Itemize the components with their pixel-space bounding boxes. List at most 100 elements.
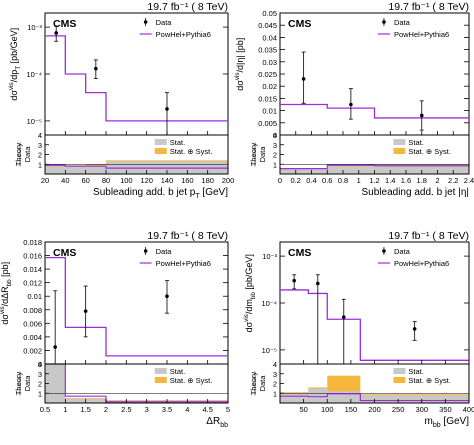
y-tick-label: 0.045	[258, 21, 277, 30]
x-tick-label: 1.5	[80, 405, 90, 414]
y-tick-label: 0.006	[23, 319, 42, 328]
label-part: vis	[8, 82, 15, 90]
label-part: bb	[250, 292, 257, 300]
data-point	[349, 102, 353, 107]
label-part: bb	[6, 279, 13, 287]
ratio-denominator: Data	[23, 375, 32, 392]
ratio-y-tick-label: 2	[38, 151, 42, 160]
y-tick-label: 0.035	[258, 46, 277, 55]
x-axis-label: Subleading add. b jet |η|	[362, 187, 470, 198]
label-part: dσ	[244, 321, 254, 332]
ratio-stat-band	[65, 165, 86, 174]
label-part: Subleading add. b jet p	[93, 187, 196, 198]
y-tick-label: 0	[273, 131, 277, 140]
ratio-y-tick-label: 4	[273, 131, 277, 140]
x-tick-label: 180	[201, 176, 214, 185]
ratio-denominator: Data	[258, 375, 267, 392]
ratio-y-tick-label: 3	[38, 141, 42, 150]
ratio-numerator: Theory	[14, 143, 23, 167]
x-tick-label: 2.5	[121, 405, 131, 414]
ratio-denominator: Data	[258, 146, 267, 163]
ratio-stat-band	[327, 166, 375, 174]
data-point	[292, 278, 296, 283]
ratio-denominator: Data	[23, 146, 32, 163]
y-tick-label: 0.04	[262, 33, 277, 42]
mc-histogram	[45, 256, 228, 357]
experiment-label: CMS	[288, 247, 311, 259]
ratio-y-tick-label: 1	[38, 389, 42, 398]
y-tick-label: 0.012	[23, 279, 42, 288]
x-tick-label: 80	[102, 176, 110, 185]
chart-subleading-eta: 19.7 fb⁻¹ ( 8 TeV) CMS Data PowHel+Pythia6 0…	[234, 1, 474, 198]
legend-syst-swatch	[154, 377, 167, 383]
x-tick-label: 250	[392, 405, 405, 414]
legend-stat-swatch	[154, 139, 167, 145]
x-tick-label: 4	[185, 405, 189, 414]
y-tick-label: 10⁻⁵	[27, 117, 42, 126]
label-part: m	[425, 416, 433, 427]
x-tick-label: 200	[222, 176, 235, 185]
legend-mc-label: PowHel+Pythia6	[156, 30, 211, 39]
x-tick-label: 100	[321, 405, 334, 414]
lumi-header: 19.7 fb⁻¹ ( 8 TeV)	[388, 1, 469, 13]
y-tick-label: 0.014	[23, 265, 42, 274]
x-tick-label: 1.2	[369, 176, 379, 185]
legend-data-dot	[382, 249, 386, 253]
ratio-y-tick-label: 4	[273, 360, 277, 369]
y-tick-label: 10⁻³	[27, 23, 42, 32]
y-tick-label: 10⁻⁵	[262, 346, 277, 355]
legend-mc-label: PowHel+Pythia6	[394, 259, 449, 268]
legend-data-label: Data	[156, 18, 173, 27]
x-tick-label: 3.5	[162, 405, 172, 414]
ratio-stat-band	[85, 165, 106, 174]
x-tick-label: 3	[145, 405, 149, 414]
legend-syst-swatch	[393, 148, 406, 154]
x-tick-label: 200	[368, 405, 381, 414]
ratio-numerator: Theory	[249, 372, 258, 396]
y-tick-label: 0.01	[27, 292, 42, 301]
y-tick-label: 10⁻⁴	[26, 70, 42, 79]
x-tick-label: 350	[439, 405, 452, 414]
ratio-y-tick-label: 4	[38, 360, 42, 369]
x-tick-label: 0.8	[338, 176, 348, 185]
data-point	[341, 315, 346, 319]
ratio-y-tick-label: 2	[38, 380, 42, 389]
data-point	[316, 281, 320, 286]
label-part: bb	[220, 422, 228, 429]
x-tick-label: 160	[181, 176, 194, 185]
label-part: [pb/GeV]	[244, 254, 254, 292]
legend-syst-label: Stat. ⊕ Syst.	[408, 147, 451, 156]
x-axis-label: mbb [GeV]	[425, 416, 470, 429]
y-tick-label: 0.008	[23, 306, 42, 315]
ratio-stat-band	[327, 391, 361, 403]
ratio-y-tick-label: 3	[38, 370, 42, 379]
legend-mc-label: PowHel+Pythia6	[394, 30, 449, 39]
x-tick-label: 0.4	[306, 176, 316, 185]
legend-data-label: Data	[156, 247, 173, 256]
data-point	[53, 345, 57, 349]
legend-data-label: Data	[394, 247, 411, 256]
label-part: /dΔR	[0, 286, 10, 307]
label-part: T	[195, 193, 200, 200]
x-tick-label: 1.6	[401, 176, 411, 185]
legend-stat-label: Stat.	[408, 367, 423, 376]
y-tick-label: 0.004	[23, 333, 42, 342]
legend-stat-swatch	[154, 368, 167, 374]
data-point	[165, 107, 169, 111]
label-part: /dp	[9, 70, 19, 83]
x-tick-label: 300	[415, 405, 428, 414]
legend-stat-label: Stat.	[170, 367, 185, 376]
ratio-stat-band	[374, 164, 469, 174]
label-part: /dm	[244, 299, 254, 314]
data-point	[83, 309, 88, 313]
data-point	[301, 77, 306, 81]
label-part: ΔR	[206, 416, 220, 427]
ratio-stat-band	[308, 388, 328, 403]
x-axis-label: Subleading add. b jet pT [GeV]	[93, 187, 228, 200]
ratio-y-tick-label: 2	[273, 151, 277, 160]
ratio-numerator: Theory	[249, 143, 258, 167]
ratio-stat-band	[360, 395, 469, 403]
x-tick-label: 1	[63, 405, 67, 414]
x-tick-label: 60	[81, 176, 89, 185]
legend-data-label: Data	[394, 18, 411, 27]
